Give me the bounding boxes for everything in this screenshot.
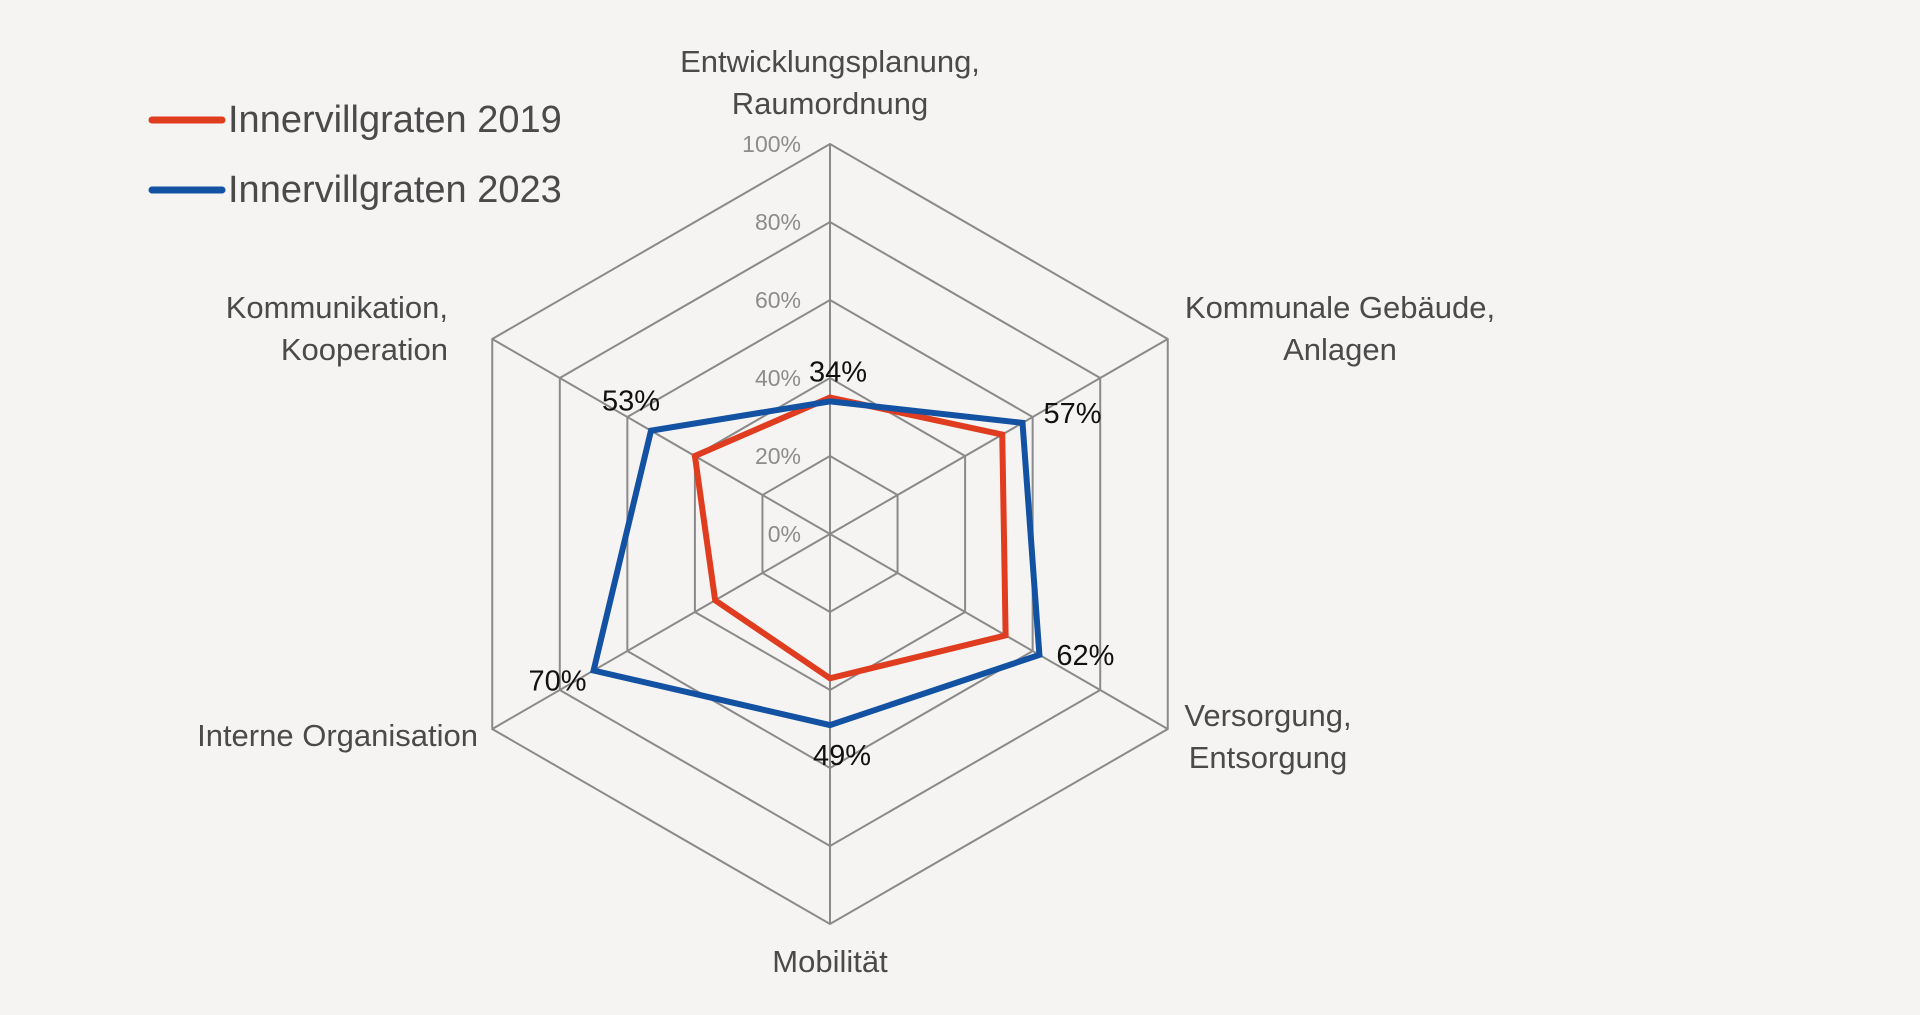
category-label: Mobilität	[772, 944, 888, 979]
category-label: Entwicklungsplanung, Raumordnung	[680, 44, 980, 121]
data-label: 57%	[1043, 398, 1101, 430]
category-label-line: Entsorgung	[1189, 740, 1348, 775]
grid-spoke-5	[492, 534, 830, 729]
category-label: Versorgung, Entsorgung	[1184, 698, 1351, 775]
series-line-2	[594, 401, 1040, 725]
legend: Innervillgraten 2019 Innervillgraten 2023	[152, 99, 562, 211]
category-label: Kommunikation, Kooperation	[226, 290, 448, 367]
radial-tick-label: 40%	[755, 365, 801, 391]
category-label: Interne Organisation	[197, 718, 478, 753]
radial-tick-label: 20%	[755, 443, 801, 469]
series-lines	[593, 397, 1039, 725]
category-label-line: Raumordnung	[732, 86, 928, 121]
data-label: 53%	[602, 386, 660, 418]
category-label-line: Kooperation	[281, 332, 448, 367]
series-line-1	[695, 398, 1006, 679]
radial-tick-label: 80%	[755, 209, 801, 235]
category-label-line: Interne Organisation	[197, 718, 478, 753]
category-label-line: Versorgung,	[1184, 698, 1351, 733]
radial-tick-labels: 0% 20% 40% 60% 80% 100%	[742, 131, 801, 547]
data-label: 70%	[529, 666, 587, 698]
data-label: 62%	[1056, 640, 1114, 672]
radial-tick-label: 100%	[742, 131, 801, 157]
data-label: 34%	[809, 356, 867, 388]
legend-entry: Innervillgraten 2023	[228, 169, 562, 211]
category-label: Kommunale Gebäude, Anlagen	[1185, 290, 1495, 367]
legend-entry: Innervillgraten 2019	[228, 99, 562, 141]
radar-grid	[492, 144, 1167, 924]
category-label-line: Entwicklungsplanung,	[680, 44, 980, 79]
category-label-line: Anlagen	[1283, 332, 1397, 367]
radial-tick-label: 0%	[768, 521, 801, 547]
category-label-line: Kommunale Gebäude,	[1185, 290, 1495, 325]
category-label-line: Kommunikation,	[226, 290, 448, 325]
radial-tick-label: 60%	[755, 287, 801, 313]
data-label: 49%	[813, 740, 871, 772]
grid-spoke-3	[830, 534, 1168, 729]
category-label-line: Mobilität	[772, 944, 888, 979]
